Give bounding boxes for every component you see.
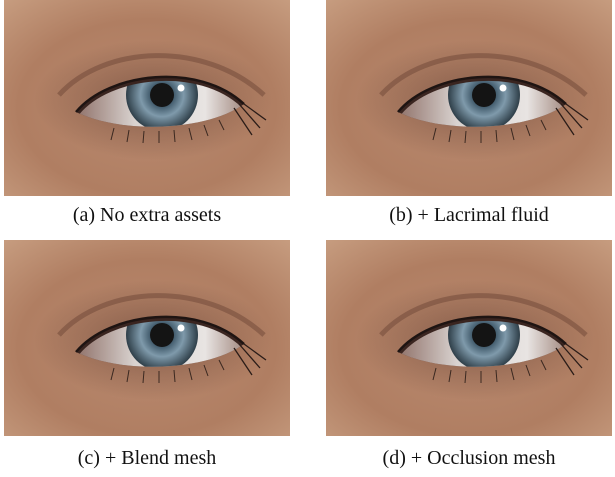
caption: (c) + Blend mesh bbox=[0, 447, 297, 470]
panel-image bbox=[326, 240, 612, 436]
figure: (a) No extra assets (b) + Lacrimal fluid… bbox=[0, 0, 615, 477]
caption: (d) + Occlusion mesh bbox=[319, 447, 615, 470]
caption: (b) + Lacrimal fluid bbox=[319, 204, 615, 227]
caption: (a) No extra assets bbox=[0, 204, 297, 227]
panel-image bbox=[4, 240, 290, 436]
panel-image bbox=[4, 0, 290, 196]
panel-image bbox=[326, 0, 612, 196]
